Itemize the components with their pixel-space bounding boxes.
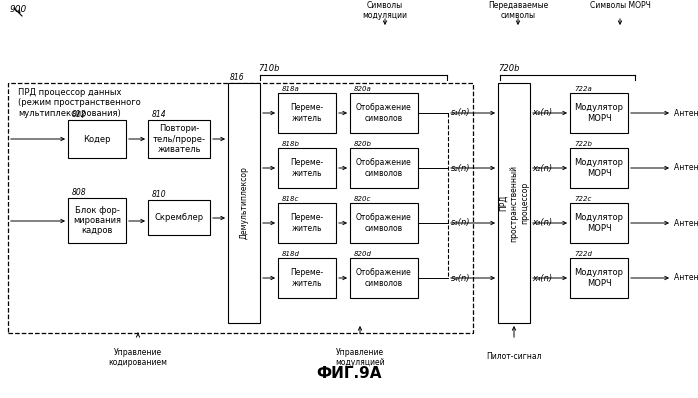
FancyBboxPatch shape: [228, 83, 260, 323]
Text: Отображение
символов: Отображение символов: [356, 158, 412, 178]
Text: Антенна 1: Антенна 1: [674, 109, 698, 117]
Text: Антенна 4: Антенна 4: [674, 273, 698, 283]
Text: 722d: 722d: [574, 251, 592, 257]
Text: ПРД процессор данных
(режим пространственного
мультиплексирования): ПРД процессор данных (режим пространстве…: [18, 88, 141, 118]
FancyBboxPatch shape: [278, 258, 336, 298]
Text: 818d: 818d: [282, 251, 300, 257]
Text: ФИГ.9А: ФИГ.9А: [316, 365, 382, 380]
Text: Символы МОРЧ: Символы МОРЧ: [590, 1, 651, 10]
Text: 812: 812: [72, 110, 87, 119]
Text: Отображение
символов: Отображение символов: [356, 103, 412, 123]
FancyBboxPatch shape: [68, 120, 126, 158]
Text: x₄(n): x₄(n): [532, 273, 552, 283]
Text: ПРД
пространственный
процессор: ПРД пространственный процессор: [499, 164, 529, 242]
Text: Пилот-сигнал: Пилот-сигнал: [487, 352, 542, 361]
FancyBboxPatch shape: [278, 148, 336, 188]
FancyBboxPatch shape: [350, 203, 418, 243]
Text: s₃(n): s₃(n): [451, 219, 470, 228]
Text: s₄(n): s₄(n): [451, 273, 470, 283]
FancyBboxPatch shape: [350, 258, 418, 298]
Text: Переме-
житель: Переме- житель: [290, 213, 324, 233]
Text: Модулятор
МОРЧ: Модулятор МОРЧ: [574, 158, 623, 178]
Text: Модулятор
МОРЧ: Модулятор МОРЧ: [574, 213, 623, 233]
Text: 820c: 820c: [354, 196, 371, 202]
Text: 818b: 818b: [282, 141, 300, 147]
Text: 722a: 722a: [574, 86, 592, 92]
Text: x₂(n): x₂(n): [532, 164, 552, 172]
Text: x₁(n): x₁(n): [532, 109, 552, 117]
Text: 810: 810: [152, 190, 167, 199]
Text: Демультиплексор: Демультиплексор: [239, 166, 248, 240]
Text: Отображение
символов: Отображение символов: [356, 268, 412, 288]
Text: 820d: 820d: [354, 251, 372, 257]
Text: 820b: 820b: [354, 141, 372, 147]
Text: s₁(n): s₁(n): [451, 109, 470, 117]
FancyBboxPatch shape: [148, 200, 210, 235]
Text: Переме-
житель: Переме- житель: [290, 158, 324, 178]
Text: Модулятор
МОРЧ: Модулятор МОРЧ: [574, 103, 623, 123]
Text: Переме-
житель: Переме- житель: [290, 103, 324, 123]
Text: Отображение
символов: Отображение символов: [356, 213, 412, 233]
Text: Управление
модуляцией: Управление модуляцией: [335, 348, 385, 367]
FancyBboxPatch shape: [350, 93, 418, 133]
FancyBboxPatch shape: [350, 148, 418, 188]
FancyBboxPatch shape: [278, 93, 336, 133]
Text: 900: 900: [10, 5, 27, 14]
Text: Модулятор
МОРЧ: Модулятор МОРЧ: [574, 268, 623, 288]
Text: s₂(n): s₂(n): [451, 164, 470, 172]
FancyBboxPatch shape: [278, 203, 336, 243]
Text: 722c: 722c: [574, 196, 591, 202]
Text: Кодер: Кодер: [83, 135, 111, 144]
Text: 722b: 722b: [574, 141, 592, 147]
FancyBboxPatch shape: [8, 83, 473, 333]
FancyBboxPatch shape: [68, 198, 126, 243]
Text: Управление
кодированием: Управление кодированием: [108, 348, 168, 367]
Text: 808: 808: [72, 188, 87, 197]
Text: Антенна 2: Антенна 2: [674, 164, 698, 172]
Text: Передаваемые
символы: Передаваемые символы: [488, 1, 548, 20]
Text: 720b: 720b: [498, 64, 519, 73]
Text: Блок фор-
мирования
кадров: Блок фор- мирования кадров: [73, 206, 121, 235]
Text: 820a: 820a: [354, 86, 372, 92]
FancyBboxPatch shape: [570, 203, 628, 243]
Text: Скремблер: Скремблер: [154, 213, 204, 222]
Text: Повтори-
тель/прорe-
живатель: Повтори- тель/прорe- живатель: [152, 124, 205, 154]
FancyBboxPatch shape: [570, 148, 628, 188]
Text: x₃(n): x₃(n): [532, 219, 552, 228]
FancyBboxPatch shape: [570, 93, 628, 133]
FancyBboxPatch shape: [498, 83, 530, 323]
Text: Переме-
житель: Переме- житель: [290, 268, 324, 288]
Text: 710b: 710b: [258, 64, 279, 73]
Text: 818c: 818c: [282, 196, 299, 202]
Text: 816: 816: [230, 73, 244, 82]
Text: 814: 814: [152, 110, 167, 119]
FancyBboxPatch shape: [570, 258, 628, 298]
Text: Антенна 3: Антенна 3: [674, 219, 698, 228]
Text: Символы
модуляции: Символы модуляции: [362, 1, 408, 20]
FancyBboxPatch shape: [148, 120, 210, 158]
Text: 818a: 818a: [282, 86, 299, 92]
